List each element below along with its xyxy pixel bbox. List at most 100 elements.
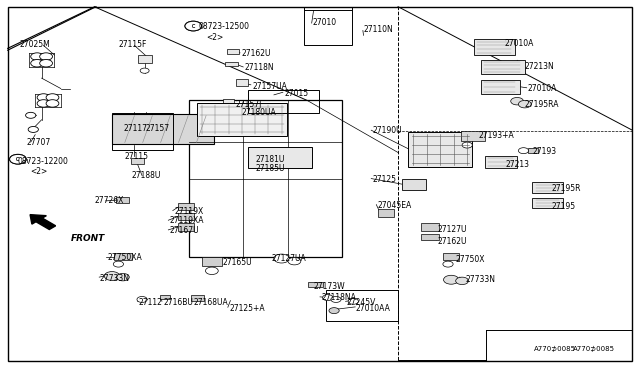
Text: 27157: 27157 <box>146 124 170 133</box>
Bar <box>236 79 248 86</box>
Text: 27195RA: 27195RA <box>525 100 559 109</box>
Text: <2>: <2> <box>31 167 48 176</box>
Circle shape <box>31 60 44 67</box>
Circle shape <box>518 100 531 108</box>
Circle shape <box>288 257 301 265</box>
Text: 27112: 27112 <box>138 298 162 307</box>
Circle shape <box>31 53 44 60</box>
Text: 27162U: 27162U <box>438 237 467 246</box>
Text: 27010: 27010 <box>312 18 337 27</box>
Bar <box>189 100 342 257</box>
Bar <box>112 114 214 144</box>
Bar <box>197 103 287 136</box>
Text: 27125+A: 27125+A <box>229 304 265 312</box>
Text: 27213N: 27213N <box>525 62 554 71</box>
Bar <box>481 60 525 74</box>
Text: 27119X: 27119X <box>174 207 204 216</box>
Circle shape <box>37 94 50 101</box>
Bar <box>225 62 238 66</box>
Text: 27045EA: 27045EA <box>378 201 412 210</box>
Text: 27213: 27213 <box>506 160 530 169</box>
Bar <box>304 10 352 45</box>
Text: 27125: 27125 <box>372 175 396 184</box>
FancyArrow shape <box>30 215 56 230</box>
Text: FRONT: FRONT <box>70 234 105 243</box>
Text: 27181U: 27181U <box>256 155 285 164</box>
Circle shape <box>185 21 202 31</box>
Text: 2716BU: 2716BU <box>163 298 193 307</box>
Bar <box>112 113 173 150</box>
Text: C: C <box>16 157 20 162</box>
Circle shape <box>113 261 124 267</box>
Circle shape <box>185 21 202 31</box>
Bar <box>131 158 144 164</box>
Circle shape <box>40 53 52 60</box>
Bar <box>402 179 426 190</box>
Circle shape <box>274 254 289 263</box>
Text: 27119XA: 27119XA <box>170 217 204 225</box>
Bar <box>248 147 312 168</box>
Bar <box>116 197 129 203</box>
Bar <box>378 209 394 217</box>
Text: 27185U: 27185U <box>256 164 285 173</box>
Text: 27157J: 27157J <box>236 100 262 109</box>
Text: 27245V: 27245V <box>347 298 376 307</box>
Text: 27117: 27117 <box>124 124 148 133</box>
Text: 27010A: 27010A <box>528 84 557 93</box>
Text: C: C <box>16 157 20 162</box>
Circle shape <box>26 112 36 118</box>
Bar <box>223 99 234 105</box>
Circle shape <box>37 100 50 107</box>
Circle shape <box>104 272 120 280</box>
Circle shape <box>10 154 26 164</box>
Bar <box>532 182 563 193</box>
Bar <box>114 253 132 260</box>
Bar <box>421 223 439 231</box>
Text: 27127U: 27127U <box>438 225 467 234</box>
Bar <box>408 132 472 167</box>
Circle shape <box>462 142 472 148</box>
Text: 27733N: 27733N <box>466 275 496 284</box>
Text: 27180UA: 27180UA <box>241 108 276 117</box>
Bar <box>481 80 520 94</box>
Text: A770⊅0085: A770⊅0085 <box>573 346 615 352</box>
Text: 27190U: 27190U <box>372 126 402 135</box>
Text: C: C <box>191 23 195 29</box>
Text: 27707: 27707 <box>27 138 51 147</box>
Text: 27173W: 27173W <box>314 282 345 291</box>
Bar <box>178 223 194 231</box>
Bar <box>308 282 323 287</box>
Text: 27162U: 27162U <box>242 49 271 58</box>
Circle shape <box>116 273 129 281</box>
Text: 27167U: 27167U <box>170 226 199 235</box>
Text: 27193+A: 27193+A <box>479 131 515 140</box>
Circle shape <box>205 267 218 275</box>
Circle shape <box>444 275 459 284</box>
Text: 27726X: 27726X <box>95 196 124 205</box>
Text: 27115: 27115 <box>125 152 149 161</box>
Text: 27157UA: 27157UA <box>252 82 287 91</box>
Circle shape <box>518 148 529 154</box>
Bar <box>443 253 459 260</box>
Bar <box>474 39 515 55</box>
Bar <box>138 55 152 63</box>
Bar <box>326 290 398 321</box>
Text: 08723-12500: 08723-12500 <box>198 22 250 31</box>
Text: 27015: 27015 <box>284 89 308 97</box>
Text: 27010A: 27010A <box>504 39 534 48</box>
Text: 27118N: 27118N <box>244 63 274 72</box>
Circle shape <box>348 298 358 304</box>
Text: 27010AA: 27010AA <box>355 304 390 312</box>
Circle shape <box>40 60 52 67</box>
Text: C: C <box>191 23 195 29</box>
Circle shape <box>46 94 59 101</box>
Text: 27025M: 27025M <box>19 40 50 49</box>
Text: 27118NA: 27118NA <box>321 293 356 302</box>
Circle shape <box>140 68 149 73</box>
Bar <box>191 295 204 301</box>
Text: 27750XA: 27750XA <box>108 253 142 262</box>
Text: 27188U: 27188U <box>131 171 161 180</box>
Text: 27127UA: 27127UA <box>272 254 307 263</box>
Circle shape <box>28 126 38 132</box>
Bar <box>485 156 517 168</box>
